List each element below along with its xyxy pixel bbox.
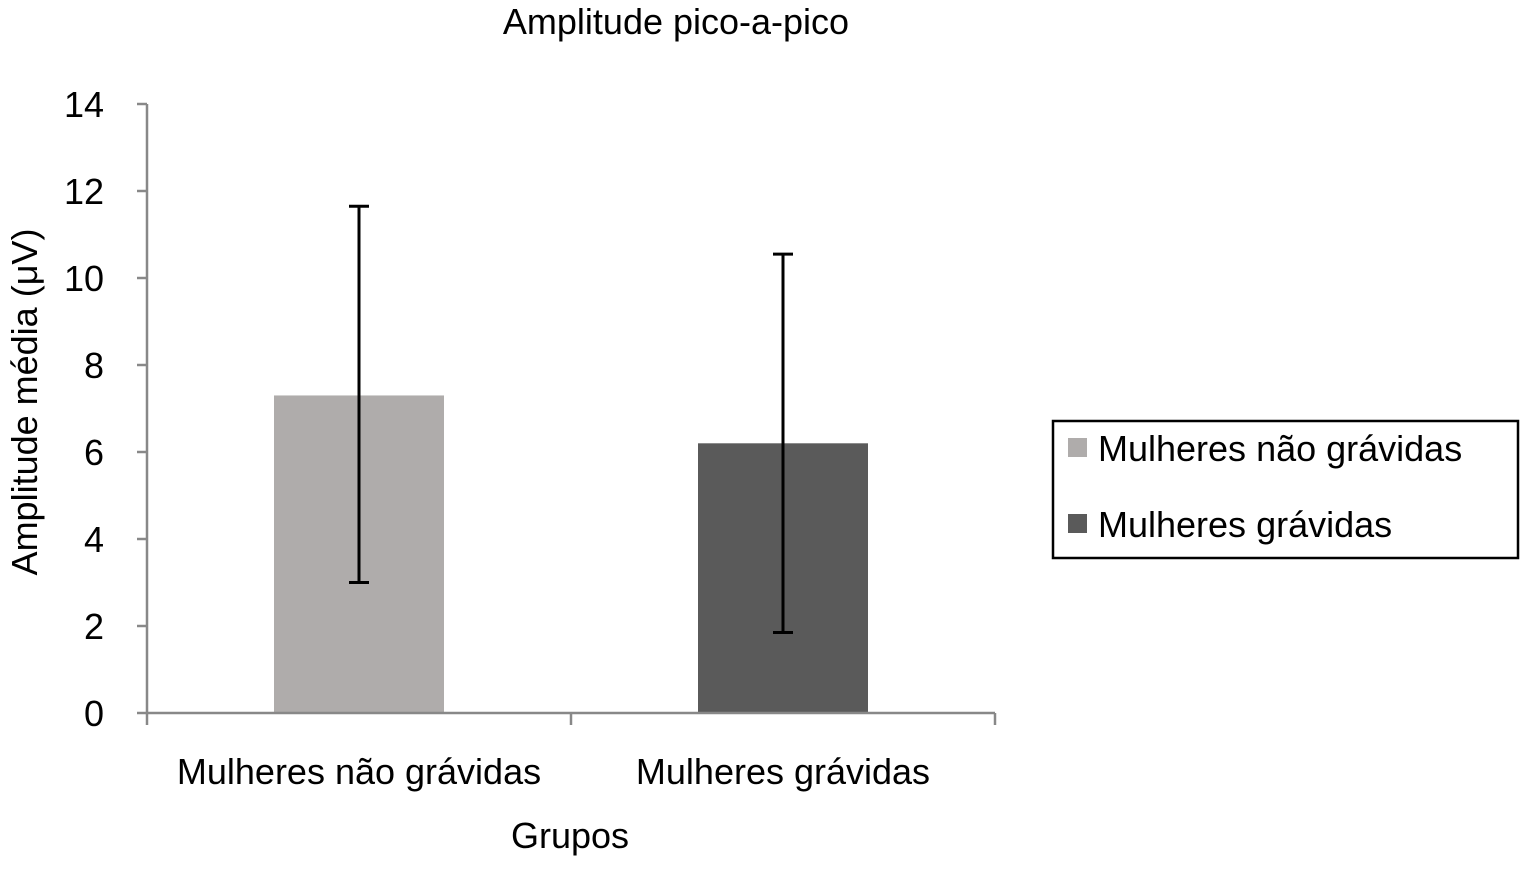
y-axis-label: Amplitude média (μV) (4, 229, 45, 576)
legend-box (1051, 419, 1520, 560)
legend: Mulheres não grávidas Mulheres grávidas (1051, 419, 1520, 560)
y-tick-label: 12 (64, 171, 104, 212)
legend-swatch-pregnant (1068, 514, 1087, 533)
y-tick-label: 0 (84, 693, 104, 734)
x-axis-label: Grupos (511, 815, 629, 856)
legend-swatch-non-pregnant (1068, 438, 1087, 457)
y-tick-label: 8 (84, 345, 104, 386)
y-tick-label: 14 (64, 84, 104, 125)
legend-label-non-pregnant: Mulheres não grávidas (1098, 428, 1462, 469)
y-tick-label: 2 (84, 606, 104, 647)
legend-label-pregnant: Mulheres grávidas (1098, 504, 1392, 545)
chart-title: Amplitude pico-a-pico (503, 1, 849, 42)
plot-area: 0 2 4 6 8 10 12 14 Mulheres não grávidas Mulheres… (64, 84, 997, 792)
y-tick-label: 6 (84, 432, 104, 473)
x-category-label-1: Mulheres grávidas (636, 751, 930, 792)
x-category-label-0: Mulheres não grávidas (177, 751, 541, 792)
y-tick-label: 10 (64, 258, 104, 299)
y-tick-label: 4 (84, 519, 104, 560)
